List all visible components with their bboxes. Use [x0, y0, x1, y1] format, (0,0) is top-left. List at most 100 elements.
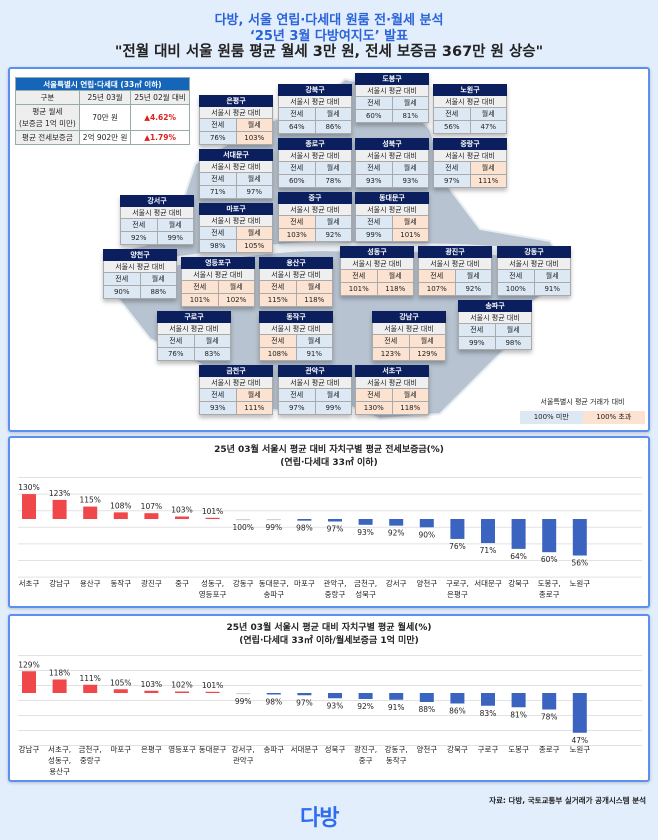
- wolse-value: 129%: [409, 348, 446, 361]
- district-subtitle: 서울시 평균 대비: [278, 150, 352, 162]
- jeonse-chart-panel: 25년 03월 서울시 평균 대비 자치구별 평균 전세보증금(%) (연립·다…: [8, 436, 650, 608]
- wolse-label: 월세: [392, 389, 429, 402]
- district-name: 서대문구: [199, 149, 273, 161]
- legend: 서울특별시 평균 거래가 대비 100% 미만 100% 초과: [520, 397, 645, 424]
- wolse-label: 월세: [470, 108, 507, 121]
- wolse-label: 월세: [296, 281, 333, 294]
- jeonse-value: 76%: [199, 132, 237, 145]
- data-label: 108%: [110, 501, 131, 510]
- jeonse-value: 97%: [278, 402, 316, 415]
- data-label: 90%: [418, 530, 435, 539]
- district-box: 서초구 서울시 평균 대비 전세 월세 130% 118%: [355, 365, 429, 415]
- jeonse-value: 115%: [259, 294, 297, 307]
- wolse-value: 111%: [470, 175, 507, 188]
- wolse-label: 월세: [140, 273, 177, 286]
- category-label: 도봉구, 종로구: [538, 579, 561, 599]
- category-label: 노원구: [569, 579, 590, 588]
- data-label: 91%: [388, 703, 405, 712]
- data-label: 97%: [296, 698, 313, 707]
- bar: [83, 684, 98, 693]
- data-label: 92%: [388, 529, 405, 538]
- data-label: 103%: [141, 680, 162, 689]
- wolse-label: 월세: [315, 108, 352, 121]
- category-label: 강남구: [49, 578, 70, 588]
- bar: [22, 671, 36, 693]
- category-label: 송파구: [263, 745, 284, 754]
- jeonse-label: 전세: [355, 216, 393, 229]
- jeonse-value: 101%: [181, 294, 219, 307]
- jeonse-label: 전세: [355, 389, 393, 402]
- bar: [175, 516, 189, 519]
- data-label: 60%: [541, 555, 558, 564]
- bar: [389, 519, 404, 526]
- wolse-label: 월세: [236, 173, 273, 186]
- wolse-label: 월세: [296, 335, 333, 348]
- wolse-value: 91%: [534, 283, 571, 296]
- chart-title: 25년 03월 서울시 평균 대비 자치구별 평균 전세보증금(%): [214, 445, 444, 455]
- district-subtitle: 서울시 평균 대비: [372, 323, 446, 335]
- district-name: 은평구: [199, 95, 273, 107]
- data-label: 103%: [171, 506, 192, 515]
- data-label: 83%: [480, 709, 497, 718]
- data-label: 97%: [327, 524, 344, 533]
- wolse-label: 월세: [392, 162, 429, 175]
- wolse-label: 월세: [470, 162, 507, 175]
- jeonse-value: 60%: [355, 110, 393, 123]
- district-name: 강동구: [497, 246, 571, 258]
- jeonse-label: 전세: [259, 281, 297, 294]
- district-subtitle: 서울시 평균 대비: [120, 207, 194, 219]
- bar: [358, 519, 373, 525]
- data-label: 118%: [49, 669, 70, 678]
- jeonse-label: 전세: [433, 162, 471, 175]
- wolse-label: 월세: [194, 335, 231, 348]
- category-label: 서대문구: [291, 745, 319, 754]
- district-name: 금천구: [199, 365, 273, 377]
- district-subtitle: 서울시 평균 대비: [340, 258, 414, 270]
- jeonse-label: 전세: [497, 270, 535, 283]
- category-label: 서초구, 성동구, 용산구: [48, 745, 71, 776]
- data-label: 98%: [265, 698, 282, 707]
- district-box: 강남구 서울시 평균 대비 전세 월세 123% 129%: [372, 311, 446, 361]
- district-subtitle: 서울시 평균 대비: [278, 377, 352, 389]
- district-box: 광진구 서울시 평균 대비 전세 월세 107% 92%: [418, 246, 492, 296]
- district-box: 중랑구 서울시 평균 대비 전세 월세 97% 111%: [433, 138, 507, 188]
- wolse-value: 81%: [392, 110, 429, 123]
- bar: [266, 519, 281, 521]
- jeonse-value: 93%: [199, 402, 237, 415]
- col-header: 25년 03월: [78, 90, 132, 105]
- row-label: 평균 월세 (보증금 1억 미만): [15, 104, 80, 131]
- bar: [358, 693, 373, 699]
- district-subtitle: 서울시 평균 대비: [103, 261, 177, 273]
- district-subtitle: 서울시 평균 대비: [355, 377, 429, 389]
- district-name: 노원구: [433, 84, 507, 96]
- district-name: 성북구: [355, 138, 429, 150]
- data-label: 99%: [235, 697, 252, 706]
- wolse-value: 91%: [296, 348, 333, 361]
- data-label: 86%: [449, 707, 466, 716]
- jeonse-value: 60%: [278, 175, 316, 188]
- district-subtitle: 서울시 평균 대비: [278, 96, 352, 108]
- category-label: 중구: [175, 579, 189, 588]
- wolse-label: 월세: [392, 97, 429, 110]
- jeonse-label: 전세: [199, 119, 237, 132]
- data-label: 111%: [79, 674, 100, 683]
- wolse-label: 월세: [218, 281, 255, 294]
- bar: [542, 519, 557, 553]
- district-subtitle: 서울시 평균 대비: [433, 150, 507, 162]
- category-label: 용산구: [80, 578, 101, 588]
- district-subtitle: 서울시 평균 대비: [458, 312, 532, 324]
- wolse-label: 월세: [315, 389, 352, 402]
- district-subtitle: 서울시 평균 대비: [199, 161, 273, 173]
- wolse-value: 47%: [470, 121, 507, 134]
- category-label: 관악구, 중랑구: [323, 578, 346, 599]
- category-label: 서초구: [19, 579, 40, 588]
- jeonse-label: 전세: [259, 335, 297, 348]
- data-label: 115%: [79, 496, 100, 505]
- wolse-label: 월세: [409, 335, 446, 348]
- district-subtitle: 서울시 평균 대비: [199, 215, 273, 227]
- jeonse-label: 전세: [433, 108, 471, 121]
- district-box: 은평구 서울시 평균 대비 전세 월세 76% 103%: [199, 95, 273, 145]
- bar: [481, 693, 495, 706]
- district-name: 종로구: [278, 138, 352, 150]
- district-subtitle: 서울시 평균 대비: [355, 85, 429, 97]
